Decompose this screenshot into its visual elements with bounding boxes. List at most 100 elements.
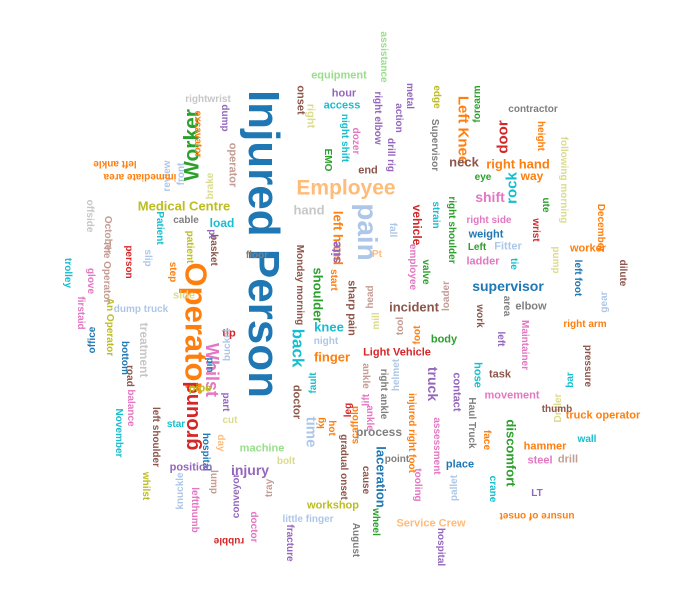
word-right-ankle: right ankle: [378, 368, 389, 420]
word-site: site: [328, 240, 344, 264]
word-hose: hose: [471, 362, 484, 388]
word-left-foot: left foot: [572, 259, 583, 297]
word-whilst-lower: whilst: [140, 471, 151, 501]
word-shoulder: shoulder: [310, 267, 326, 323]
word-slip: slip: [142, 249, 153, 267]
word-light-vehicle: Light Vehicle: [363, 346, 431, 359]
word-october: October: [102, 215, 113, 255]
word-body: body: [430, 333, 458, 346]
word-contact: contact: [450, 372, 463, 412]
word-incident: incident: [389, 299, 439, 315]
word-lump: lump: [208, 470, 219, 494]
word-hand: hand: [293, 202, 325, 218]
word-ute: ute: [540, 197, 551, 213]
word-forearm: forearm: [472, 85, 483, 123]
word-gear: gear: [599, 291, 610, 313]
word-dozer: dozer: [350, 127, 361, 155]
word-action: action: [393, 103, 404, 133]
word-steel: steel: [527, 454, 553, 467]
word-load: load: [209, 216, 235, 230]
word-following-morning: following morning: [558, 136, 569, 224]
word-dump: dump: [219, 104, 230, 132]
word-leftthumb: leftthumb: [189, 487, 200, 533]
word-day: day: [215, 434, 226, 452]
word-position: position: [169, 461, 213, 474]
word-glove: glove: [85, 267, 96, 295]
word-ladder: ladder: [466, 255, 500, 268]
word-elbow: elbow: [515, 300, 547, 313]
word-machine: machine: [239, 442, 285, 455]
word-service-crew: Service Crew: [396, 517, 466, 530]
word-wall: wall: [577, 434, 597, 445]
word-gradual-onset: gradual onset: [338, 434, 349, 500]
word-pressure: pressure: [582, 344, 593, 388]
word-bar: bar: [565, 372, 576, 388]
word-supervisor-cap: Supervisor: [429, 118, 440, 172]
word-tray: tray: [264, 478, 275, 498]
word-floor: floor: [245, 250, 269, 261]
word-right-arm: right arm: [563, 319, 607, 330]
word-pump: pump: [550, 246, 561, 274]
word-injury: injury: [230, 462, 270, 478]
word-metal: metal: [404, 82, 415, 110]
word-tip: tip: [222, 327, 236, 340]
word-hour: hour: [331, 87, 357, 100]
word-excavator: excavator: [192, 110, 203, 158]
word-truck-operator: truck operator: [565, 409, 641, 422]
word-loader: loader: [441, 280, 452, 312]
word-right-side: right side: [466, 215, 512, 226]
word-monday-morning: Monday morning: [294, 244, 305, 326]
word-process: process: [355, 425, 403, 439]
word-unsure-of-onset: unsure of onset: [499, 510, 575, 521]
word-office: office: [87, 326, 98, 354]
word-weight: weight: [468, 228, 504, 241]
word-area: area: [501, 295, 512, 317]
word-medical-centre: Medical Centre: [137, 198, 231, 214]
word-rubble: rubble: [213, 535, 245, 546]
word-helmet: helmet: [391, 358, 402, 392]
word-doctor-mid: doctor: [290, 384, 303, 420]
word-cable: cable: [173, 215, 199, 226]
word-valve: valve: [420, 259, 431, 285]
word-left-cap: Left: [467, 242, 487, 253]
word-right-hand: right hand: [486, 156, 550, 172]
word-supervisor: supervisor: [472, 278, 544, 294]
word-trolley: trolley: [62, 257, 73, 289]
word-hospital: hospital: [435, 527, 446, 567]
word-bucket: bucket: [222, 328, 233, 362]
word-pipe: pipe: [188, 382, 212, 395]
word-maintainer: Maintainer: [519, 319, 530, 371]
word-point: point: [384, 454, 410, 465]
word-way: way: [520, 169, 544, 183]
word-end: end: [358, 164, 378, 177]
word-thumb: thumb: [541, 404, 573, 415]
word-hot: hot: [326, 420, 337, 436]
word-emo: EMO: [322, 148, 333, 172]
word-rightwrist: rightwrist: [185, 94, 231, 105]
word-fall: fall: [387, 222, 398, 238]
word-cut: cut: [222, 415, 238, 426]
word-onset: onset: [294, 85, 307, 115]
word-brake: brake: [205, 172, 216, 200]
word-neck: neck: [449, 154, 479, 170]
word-tooling: tooling: [412, 468, 423, 502]
word-back: back: [288, 328, 308, 368]
word-vehicle: vehicle: [410, 204, 424, 246]
word-work: work: [474, 304, 485, 328]
word-cause: cause: [360, 465, 371, 495]
word-dump-truck: dump truck: [113, 304, 169, 315]
word-face: face: [481, 429, 492, 451]
word-fitter: Fitter: [494, 240, 522, 253]
word-fault: fault: [308, 372, 319, 394]
word-contractor: contractor: [508, 104, 558, 115]
word-knuckle: knuckle: [175, 472, 186, 510]
word-pin: pin: [204, 357, 215, 373]
word-start: start: [328, 269, 339, 291]
word-employee-lower: employee: [407, 243, 418, 291]
word-left-shoulder: left shoulder: [150, 406, 161, 468]
word-task: task: [488, 368, 512, 381]
word-right-shoulder: right shoulder: [446, 196, 457, 264]
word-night-shift: night shift: [339, 113, 350, 163]
word-height: height: [535, 121, 546, 151]
